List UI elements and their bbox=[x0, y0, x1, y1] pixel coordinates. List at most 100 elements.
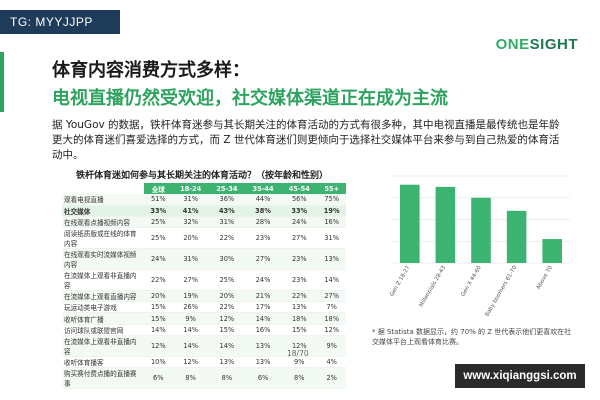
generation-bar-chart: Gen Z 18-27 Millennials 28-43 Gen X 44-60 B… bbox=[389, 175, 570, 318]
table-cell: 31% bbox=[317, 227, 346, 250]
table-cell: 12% bbox=[281, 335, 318, 357]
table-cell: 20% bbox=[144, 290, 173, 303]
table-row-label: 在流媒体上观看非直播内容 bbox=[62, 335, 144, 357]
table-cell: 14% bbox=[244, 312, 282, 325]
table-cell: 13% bbox=[244, 356, 282, 369]
table-cell: 8% bbox=[172, 367, 209, 389]
table-cell: 38% bbox=[244, 205, 282, 217]
table-cell: 33% bbox=[281, 205, 318, 217]
table-title: 铁杆体育迷如何参与其长期关注的体育活动？（按年龄和性别） bbox=[75, 171, 328, 181]
table-row: 在流媒体上观看非直播内容 12% 14% 14% 13% 12% 9% bbox=[62, 335, 346, 357]
table-cell: 56% bbox=[281, 194, 318, 206]
table-row-label: 在流媒体上观看非直播内容 bbox=[62, 269, 144, 292]
table-cell: 9% bbox=[281, 356, 318, 369]
table-cell: 22% bbox=[281, 290, 318, 303]
table-cell: 12% bbox=[317, 324, 346, 336]
table-cell: 41% bbox=[172, 205, 209, 217]
table-cell: 16% bbox=[244, 324, 282, 336]
table-header-cell: 25-34 bbox=[208, 183, 245, 194]
table-cell: 6% bbox=[144, 367, 173, 389]
table-row-label: 社交媒体 bbox=[62, 205, 144, 217]
table-cell: 9% bbox=[172, 312, 209, 325]
table-cell: 18% bbox=[317, 312, 346, 325]
table-cell: 10% bbox=[144, 356, 173, 369]
chart-bar bbox=[435, 186, 456, 263]
table-cell: 14% bbox=[208, 335, 245, 357]
table-row: 购买赛付费点播的直播赛事 6% 8% 8% 6% 8% 2% bbox=[62, 367, 346, 389]
chart-footnote: * 据 Statista 数据显示，约 70% 的 Z 世代表示他们更喜欢在社交… bbox=[372, 328, 572, 346]
tag-label: TG: MYYJJPP bbox=[0, 10, 120, 34]
table-cell: 13% bbox=[208, 356, 245, 369]
logo-part-two: SIGHT bbox=[529, 36, 578, 53]
table-cell: 31% bbox=[172, 194, 209, 206]
table-cell: 8% bbox=[208, 367, 245, 389]
table-cell: 24% bbox=[281, 216, 318, 229]
chart-bar bbox=[542, 239, 562, 263]
table-cell: 16% bbox=[317, 216, 346, 229]
table-cell: 31% bbox=[172, 248, 209, 271]
table-cell: 15% bbox=[281, 324, 318, 336]
table-cell: 27% bbox=[244, 248, 282, 271]
table-cell: 25% bbox=[144, 227, 173, 250]
table-cell: 26% bbox=[172, 301, 209, 314]
table-cell: 15% bbox=[144, 301, 173, 314]
chart-category-label: Gen X 44-60 bbox=[460, 265, 483, 298]
table-cell: 13% bbox=[281, 301, 318, 314]
table-cell: 23% bbox=[281, 269, 318, 292]
chart-category-label: Gen Z 18-27 bbox=[389, 265, 412, 298]
table-cell: 51% bbox=[144, 194, 173, 206]
table-header-blank bbox=[62, 183, 144, 194]
intro-paragraph: 据 YouGov 的数据，铁杆体育迷参与其长期关注的体育活动的方式有很多种，其中… bbox=[52, 119, 560, 161]
table-row: 在流媒体上观看非直播内容 22% 27% 25% 24% 23% 14% bbox=[62, 269, 346, 292]
page-title: 体育内容消费方式多样： bbox=[52, 60, 250, 81]
table-cell: 19% bbox=[317, 205, 346, 217]
chart-bar bbox=[400, 184, 420, 263]
chart-category-label: Millennials 28-43 bbox=[419, 265, 448, 309]
table-cell: 30% bbox=[208, 248, 245, 271]
table-cell: 8% bbox=[281, 367, 318, 389]
table-cell: 19% bbox=[172, 290, 209, 303]
table-row-label: 购买赛付费点播的直播赛事 bbox=[62, 367, 144, 389]
table-cell: 22% bbox=[208, 227, 245, 250]
table-row: 社交媒体 33% 41% 43% 38% 33% 19% bbox=[62, 205, 346, 217]
table-row-label: 在线观看实时流媒体视频内容 bbox=[62, 248, 144, 271]
table-header-cell: 35-44 bbox=[244, 183, 282, 194]
table-cell: 15% bbox=[208, 324, 245, 336]
table-cell: 15% bbox=[144, 312, 173, 325]
table-cell: 24% bbox=[244, 269, 282, 292]
table-cell: 31% bbox=[208, 216, 245, 229]
chart-bar bbox=[506, 210, 527, 263]
table-row-label: 在流媒体上观看直播内容 bbox=[62, 290, 144, 303]
table-header-cell: 55+ bbox=[317, 183, 346, 194]
table-row-label: 收听体育广播 bbox=[62, 312, 144, 325]
table-header-cell: 18-24 bbox=[172, 183, 209, 194]
brand-logo: ONESIGHT bbox=[496, 36, 578, 53]
table-cell: 21% bbox=[244, 290, 282, 303]
table-cell: 17% bbox=[244, 301, 282, 314]
table-cell: 7% bbox=[317, 301, 346, 314]
table-cell: 14% bbox=[172, 324, 209, 336]
table-cell: 20% bbox=[208, 290, 245, 303]
table-row: 收听体育广播 15% 9% 12% 14% 18% 18% bbox=[62, 312, 346, 325]
table-cell: 28% bbox=[244, 216, 282, 229]
engagement-table: 全球 18-24 25-34 35-44 45-54 55+ 观看电视直播 51%… bbox=[62, 183, 346, 389]
table-header-row: 全球 18-24 25-34 35-44 45-54 55+ bbox=[62, 183, 346, 194]
table-cell: 13% bbox=[317, 248, 346, 271]
table-cell: 23% bbox=[244, 227, 282, 250]
table-cell: 23% bbox=[281, 248, 318, 271]
table-cell: 27% bbox=[317, 290, 346, 303]
page-subtitle: 电视直播仍然受欢迎，社交媒体渠道正在成为主流 bbox=[52, 88, 448, 109]
page-number: 18/70 bbox=[287, 349, 309, 358]
title-accent-bar bbox=[0, 52, 4, 112]
table-row-label: 阅读纸质版或在线的体育内容 bbox=[62, 227, 144, 250]
table-cell: 25% bbox=[208, 269, 245, 292]
table-row-label: 玩运动类电子游戏 bbox=[62, 301, 144, 314]
table-cell: 36% bbox=[208, 194, 245, 206]
table-cell: 14% bbox=[144, 324, 173, 336]
table-row: 阅读纸质版或在线的体育内容 25% 20% 22% 23% 27% 31% bbox=[62, 227, 346, 250]
table-row-label: 在线观看点播视频内容 bbox=[62, 216, 144, 229]
table-cell: 43% bbox=[208, 205, 245, 217]
table-row-label: 访问球队或联盟官网 bbox=[62, 324, 144, 336]
table-header-cell: 45-54 bbox=[281, 183, 318, 194]
site-watermark: www.xiqianggsi.com bbox=[455, 364, 585, 388]
